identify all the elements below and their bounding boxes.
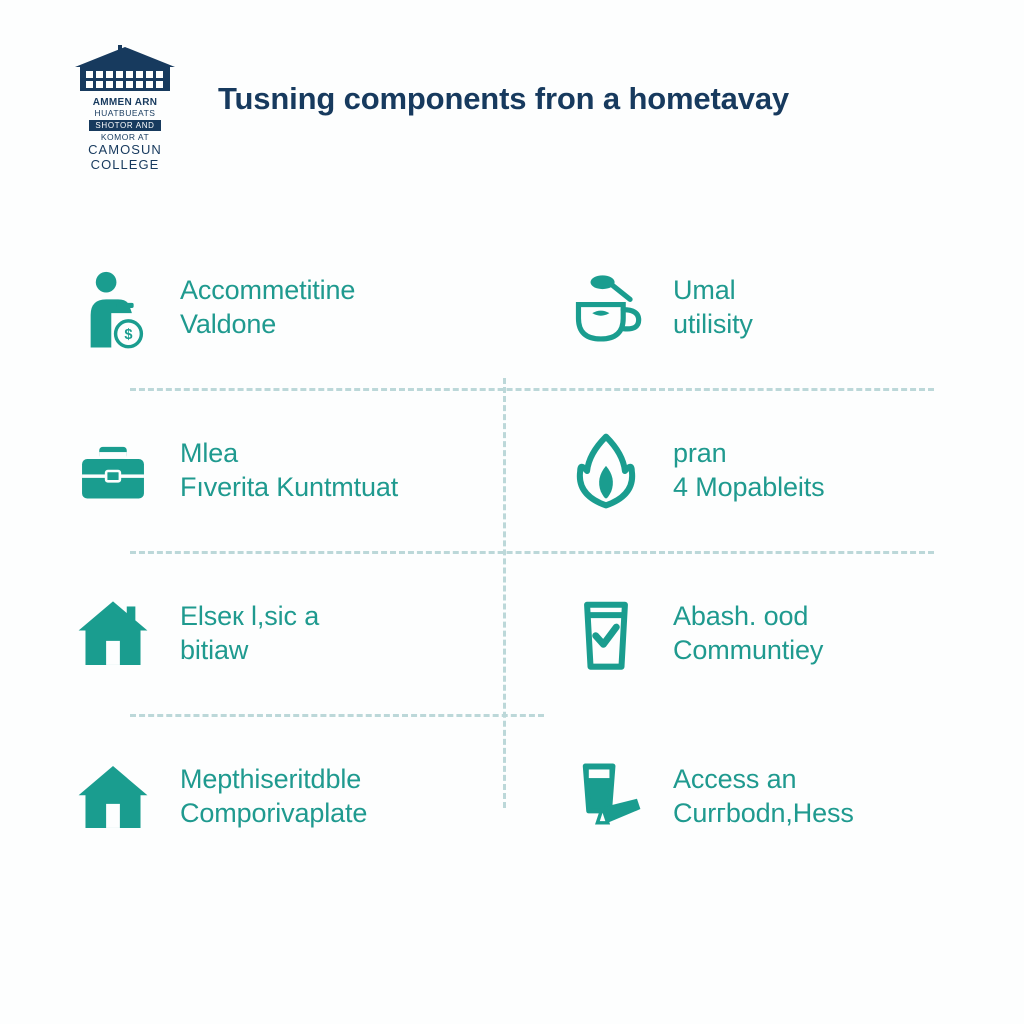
- component-label: Accommetitine Valdone: [180, 274, 355, 342]
- page-title: Tusning components fron a hometavay: [218, 45, 789, 117]
- grid-row: Mepthiseritdble Comporivaplate: [60, 717, 964, 877]
- component-label: Access an Curгbodn,Hess: [673, 763, 854, 831]
- label-line-2: bitiaw: [180, 634, 319, 668]
- logo-line-2: HUATBUEATS: [60, 109, 190, 119]
- component-item: Umal utilisity: [517, 228, 964, 388]
- label-line-2: 4 Mopableits: [673, 471, 824, 505]
- label-line-2: Comporivaplate: [180, 797, 367, 831]
- logo-text: AMMEN ARN HUATBUEATS SHOTOR AND KOMOR AT…: [60, 97, 190, 173]
- label-line-1: Mepthiseritdble: [180, 763, 367, 797]
- person-dollar-icon: $: [70, 265, 156, 351]
- label-line-2: Fıverita Kuntmtuat: [180, 471, 398, 505]
- label-line-2: Valdone: [180, 308, 355, 342]
- component-item: Mlea Fıverita Kuntmtuat: [70, 391, 517, 551]
- label-line-1: Abash. ood: [673, 600, 823, 634]
- component-label: Mlea Fıverita Kuntmtuat: [180, 437, 398, 505]
- college-logo: AMMEN ARN HUATBUEATS SHOTOR AND KOMOR AT…: [60, 45, 190, 173]
- label-line-1: pran: [673, 437, 824, 471]
- flame-icon: [563, 428, 649, 514]
- house-solid-icon: [70, 591, 156, 677]
- component-label: Umal utilisity: [673, 274, 753, 342]
- grid-row: Mlea Fıverita Kuntmtuat pran 4 Mopableit…: [60, 391, 964, 551]
- logo-college-1: CAMOSUN: [60, 143, 190, 158]
- label-line-1: Elseк l,sic a: [180, 600, 319, 634]
- component-label: Elseк l,sic a bitiaw: [180, 600, 319, 668]
- grid-row: Elseк l,sic a bitiaw Abash. ood: [60, 554, 964, 714]
- logo-house-icon: [60, 45, 190, 95]
- logo-bar: SHOTOR AND: [89, 120, 160, 131]
- label-line-2: Curгbodn,Hess: [673, 797, 854, 831]
- component-item: Elseк l,sic a bitiaw: [70, 554, 517, 714]
- component-item: Access an Curгbodn,Hess: [517, 717, 964, 877]
- component-item: Abash. ood Communtiey: [517, 554, 964, 714]
- component-label: pran 4 Mopableits: [673, 437, 824, 505]
- cup-note-icon: [563, 754, 649, 840]
- cup-spoon-icon: [563, 265, 649, 351]
- grid-row: $ Accommetitine Valdone: [60, 228, 964, 388]
- house-simple-icon: [70, 754, 156, 840]
- component-item: $ Accommetitine Valdone: [70, 228, 517, 388]
- svg-text:$: $: [124, 327, 132, 343]
- components-grid: $ Accommetitine Valdone: [60, 228, 964, 877]
- label-line-1: Umal: [673, 274, 753, 308]
- component-item: pran 4 Mopableits: [517, 391, 964, 551]
- briefcase-icon: [70, 428, 156, 514]
- vertical-divider: [503, 378, 506, 808]
- label-line-2: utilisity: [673, 308, 753, 342]
- infographic-page: AMMEN ARN HUATBUEATS SHOTOR AND KOMOR AT…: [0, 0, 1024, 1024]
- label-line-2: Communtiey: [673, 634, 823, 668]
- logo-line-1: AMMEN ARN: [60, 97, 190, 109]
- header: AMMEN ARN HUATBUEATS SHOTOR AND KOMOR AT…: [60, 45, 964, 173]
- label-line-1: Accommetitine: [180, 274, 355, 308]
- component-item: Mepthiseritdble Comporivaplate: [70, 717, 517, 877]
- component-label: Abash. ood Communtiey: [673, 600, 823, 668]
- component-label: Mepthiseritdble Comporivaplate: [180, 763, 367, 831]
- label-line-1: Access an: [673, 763, 854, 797]
- logo-college-2: COLLEGE: [60, 158, 190, 173]
- label-line-1: Mlea: [180, 437, 398, 471]
- cup-check-icon: [563, 591, 649, 677]
